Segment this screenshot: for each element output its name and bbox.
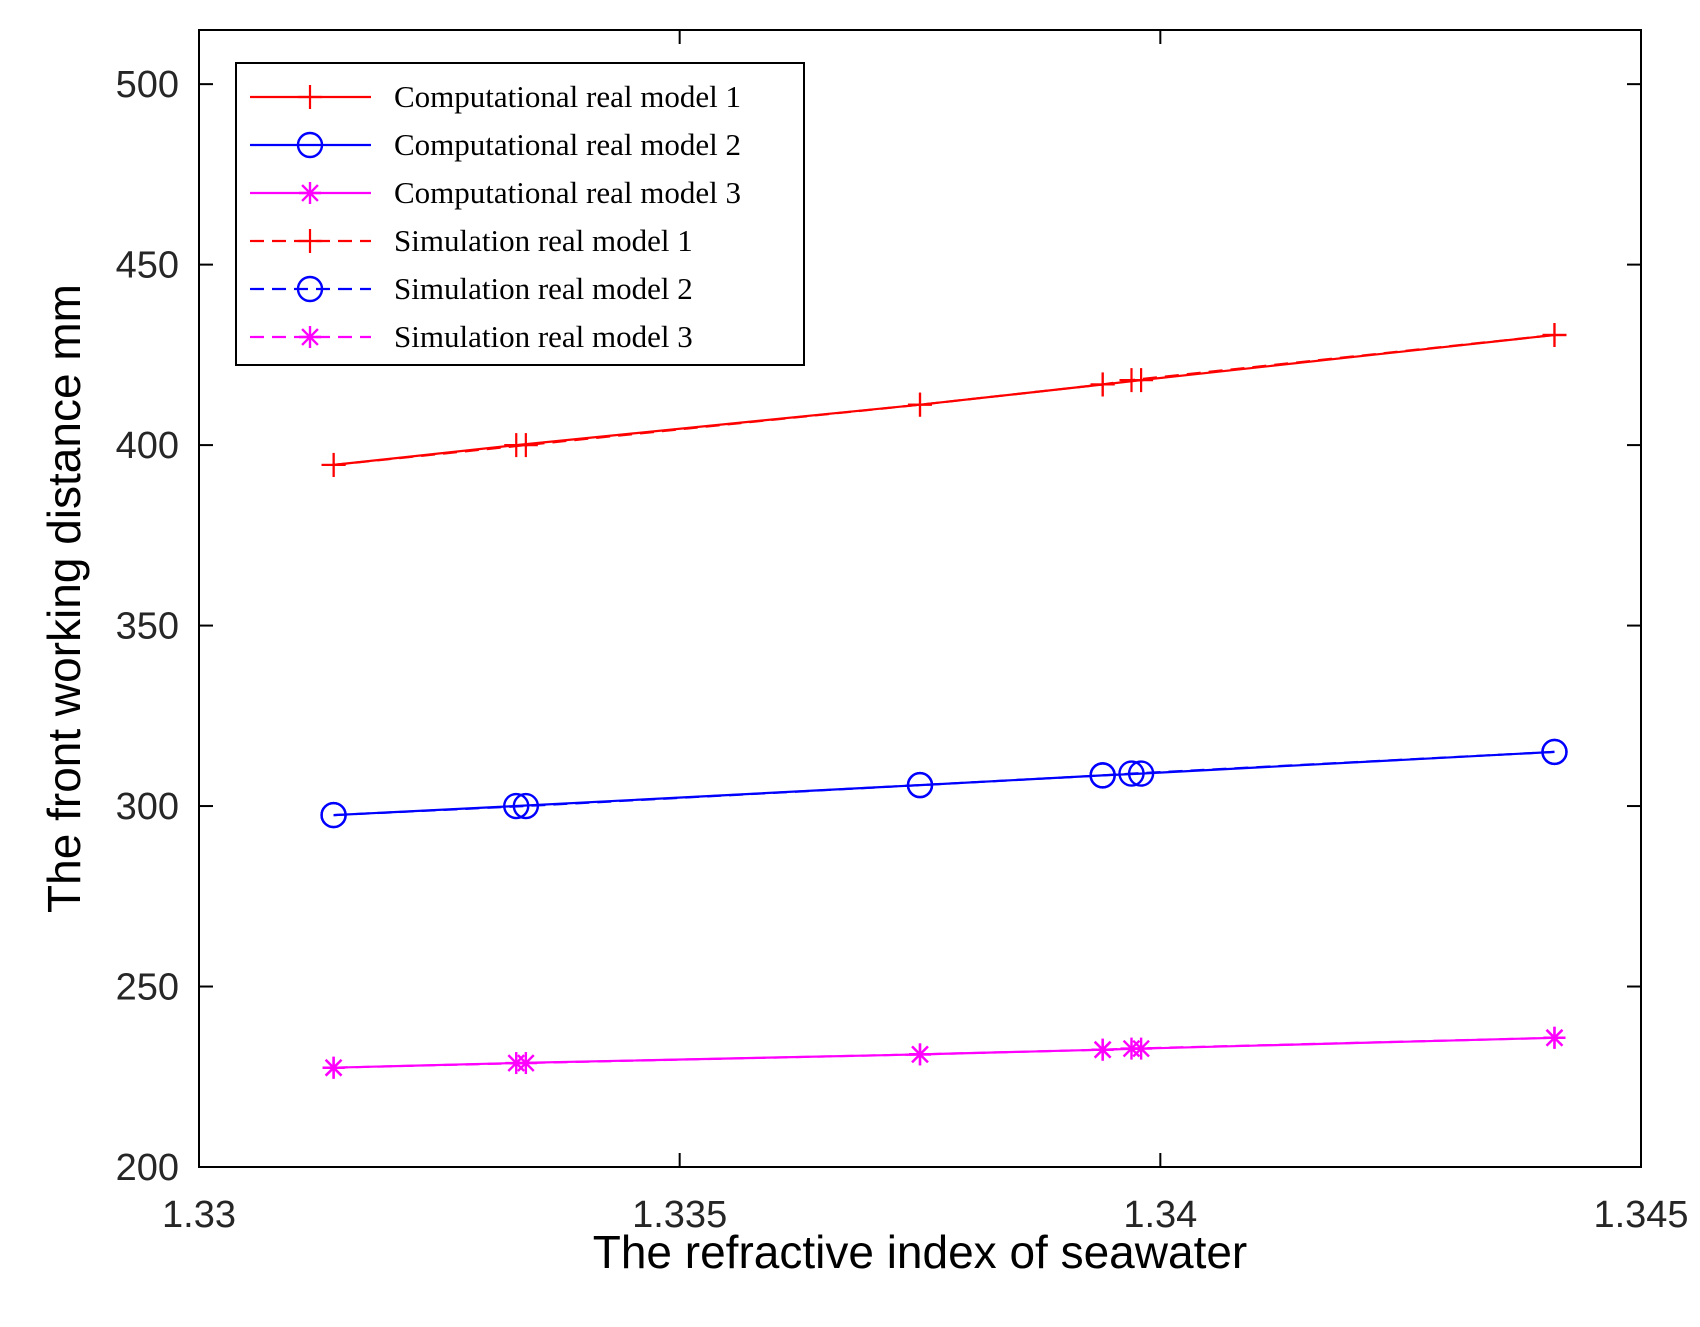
x-tick-label: 1.335 <box>632 1194 727 1236</box>
series-5 <box>320 738 1568 829</box>
series-6-point-d2 <box>1545 1029 1564 1047</box>
series-2-line <box>333 750 1555 817</box>
series-4 <box>321 323 1567 477</box>
series-4-point <box>1119 368 1144 393</box>
x-axis-title: The refractive index of seawater <box>593 1226 1248 1278</box>
legend-label: Computational real model 1 <box>394 79 741 114</box>
series-4-point <box>513 433 538 458</box>
series-6-point <box>322 1056 345 1079</box>
legend-label: Computational real model 2 <box>394 127 741 162</box>
legend-marker-d2 <box>301 184 319 202</box>
x-tick-label: 1.33 <box>162 1194 236 1236</box>
series-6-point <box>909 1043 931 1066</box>
series-6-line <box>333 1036 1555 1069</box>
series-6-point-d2 <box>911 1045 929 1064</box>
legend-entry-2: Computational real model 2 <box>250 127 741 162</box>
series-6-point-d2 <box>1122 1039 1141 1058</box>
series-5-point <box>1089 762 1116 789</box>
legend-box <box>235 62 805 366</box>
series-6-point-d2 <box>324 1058 343 1077</box>
legend-marker <box>299 182 321 204</box>
series-5-point <box>1541 738 1568 766</box>
series-4-point <box>321 452 346 477</box>
x-tick-label: 1.345 <box>1593 1194 1688 1236</box>
legend-label: Computational real model 3 <box>394 175 741 210</box>
series-4-point <box>1542 323 1567 348</box>
series-4-point <box>1090 372 1115 397</box>
legend-entry-5: Simulation real model 2 <box>250 271 693 306</box>
legend-marker-d2 <box>301 328 319 346</box>
y-tick-label: 450 <box>116 245 179 287</box>
y-tick-label: 350 <box>116 606 179 648</box>
series-6-point <box>1543 1026 1566 1049</box>
y-tick-label: 500 <box>116 64 179 106</box>
series-6-point <box>514 1052 537 1075</box>
y-tick-label: 250 <box>116 967 179 1009</box>
legend-marker <box>298 85 322 109</box>
legend-label: Simulation real model 2 <box>394 271 693 306</box>
legend-entry-6: Simulation real model 3 <box>250 319 693 354</box>
series-6-point <box>1120 1037 1143 1060</box>
series-2-point <box>503 792 530 820</box>
plot-box <box>198 29 1642 1168</box>
series-5-point <box>906 771 934 799</box>
y-tick-label: 400 <box>116 425 179 467</box>
series-4-line <box>333 333 1555 466</box>
legend-marker <box>298 229 322 253</box>
y-axis-title: The front working distance mm <box>38 284 90 913</box>
series-6 <box>322 1026 1566 1079</box>
series-6-point <box>1091 1038 1114 1061</box>
x-tick-label: 1.34 <box>1123 1194 1197 1236</box>
ticks-layer: 1.33 1.335 1.34 1.345 200 250 300 350 400 450 500 <box>116 30 1689 1236</box>
series-5-point <box>320 801 347 829</box>
series-6-point-d2 <box>517 1054 535 1072</box>
legend-label: Simulation real model 1 <box>394 223 693 258</box>
legend-label: Simulation real model 3 <box>394 319 693 354</box>
legend-marker <box>299 326 321 348</box>
legend-entry-3: Computational real model 3 <box>250 175 741 210</box>
legend-entry-1: Computational real model 1 <box>250 79 741 114</box>
series-6-point-d2 <box>1093 1040 1112 1059</box>
series-5-point <box>512 792 540 820</box>
series-5-point <box>1118 760 1145 787</box>
y-tick-label: 200 <box>116 1147 179 1189</box>
series-layer <box>320 323 1568 1079</box>
legend-marker <box>296 131 324 159</box>
series-3-line <box>333 1036 1555 1069</box>
y-tick-label: 300 <box>116 786 179 828</box>
legend-marker <box>296 275 324 303</box>
legend-entry-4: Simulation real model 1 <box>250 223 693 258</box>
legend: Computational real model 1 Computational … <box>235 62 805 366</box>
series-4-point <box>908 392 932 417</box>
series-5-line <box>333 750 1555 817</box>
